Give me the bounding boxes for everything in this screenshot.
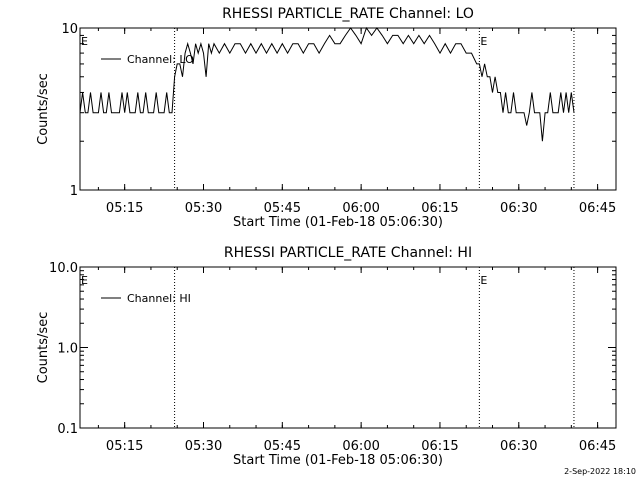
chart-0-x-axis-label: Start Time (01-Feb-18 05:06:30) (233, 215, 443, 230)
chart-1-x-tick-label: 06:45 (579, 439, 616, 454)
chart-0-event-marker: E (81, 35, 88, 48)
chart-1-title: RHESSI PARTICLE_RATE Channel: HI (224, 245, 472, 261)
chart-1-legend-label: Channel: HI (127, 292, 191, 305)
chart-0-x-tick-label: 05:30 (185, 201, 222, 216)
chart-1-x-tick-label: 05:45 (264, 439, 301, 454)
chart-1-x-tick-label: 06:30 (500, 439, 537, 454)
chart-1-event-marker: E (81, 274, 88, 287)
footer-timestamp: 2-Sep-2022 18:10 (564, 467, 636, 476)
hi-channel-panel: RHESSI PARTICLE_RATE Channel: HI 05:15 05:… (36, 245, 617, 468)
chart-0-title: RHESSI PARTICLE_RATE Channel: LO (222, 6, 474, 22)
chart-0-legend-label: Channel: LO (127, 53, 194, 66)
chart-0-x-tick-label: 05:45 (264, 201, 301, 216)
chart-0-series-line (79, 26, 575, 142)
chart-1-y-axis-label: Counts/sec (36, 312, 51, 384)
chart-1-event-marker: E (480, 274, 487, 287)
chart-1-y-tick-label: 0.1 (57, 422, 78, 437)
chart-0-x-tick-label: 06:15 (421, 201, 458, 216)
chart-0-y-tick-label: 1 (70, 184, 78, 199)
chart-0-y-axis-label: Counts/sec (36, 73, 51, 145)
chart-1-x-tick-label: 06:00 (342, 439, 379, 454)
chart-0-x-tick-label: 06:00 (342, 201, 379, 216)
lo-channel-panel: RHESSI PARTICLE_RATE Channel: LO 05:15 05:… (36, 6, 617, 230)
chart-0-y-tick-label: 10 (61, 22, 78, 37)
chart-1-x-axis-label: Start Time (01-Feb-18 05:06:30) (233, 453, 443, 468)
chart-0-event-marker: E (480, 35, 487, 48)
chart-1-x-tick-label: 06:15 (421, 439, 458, 454)
chart-1-x-tick-label: 05:30 (185, 439, 222, 454)
chart-1-y-tick-label: 1.0 (57, 342, 78, 357)
chart-0-x-tick-label: 05:15 (106, 201, 143, 216)
chart-1-x-tick-label: 05:15 (106, 439, 143, 454)
chart-0-x-tick-label: 06:45 (579, 201, 616, 216)
chart-1-y-tick-label: 10.0 (49, 261, 78, 276)
chart-0-x-tick-label: 06:30 (500, 201, 537, 216)
